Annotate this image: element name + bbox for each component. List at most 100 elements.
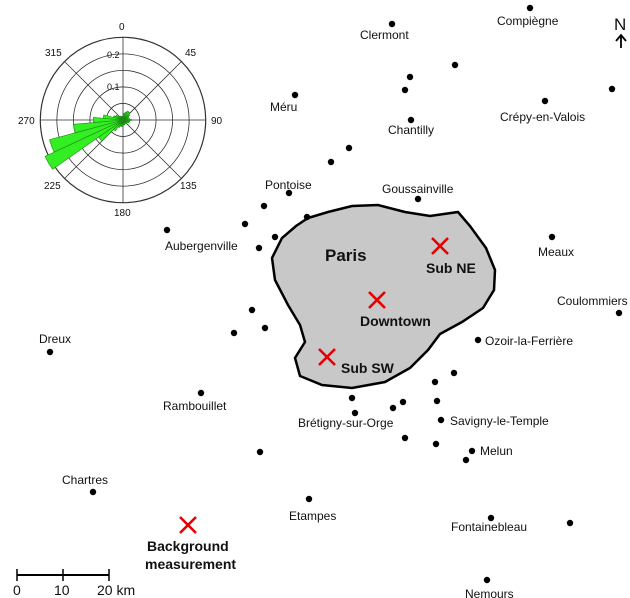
- town-dot-fontainebleau: [487, 514, 495, 522]
- rose-direction-label-225: 225: [44, 181, 61, 192]
- north-arrow-head-icon: [615, 33, 627, 42]
- site-marker-x-icon: [431, 237, 449, 255]
- town-label-dreux: Dreux: [39, 332, 71, 346]
- site-downtown: Downtown: [360, 291, 431, 329]
- north-arrow: N: [614, 15, 627, 48]
- rose-direction-label-0: 0: [119, 22, 125, 33]
- rose-petal: [49, 119, 124, 153]
- locality-dot: [345, 144, 353, 152]
- locality-dot: [450, 369, 458, 377]
- site-marker-x-icon: [179, 516, 197, 534]
- site-label-background-measurement-line-1: Background: [147, 538, 229, 554]
- measurement-sites: Sub NE Downtown Sub SW Background measuremen…: [145, 237, 476, 572]
- rose-direction-label-180: 180: [114, 208, 131, 219]
- rose-ring-label-0-2: 0.2: [107, 50, 120, 60]
- town-label-meru: Méru: [270, 100, 297, 114]
- site-sub-ne: Sub NE: [426, 237, 476, 276]
- site-label-background-measurement-line-2: measurement: [145, 556, 236, 572]
- town-dot-meru: [291, 91, 299, 99]
- locality-dot: [462, 456, 470, 464]
- rose-direction-label-135: 135: [180, 181, 197, 192]
- rose-petal: [121, 116, 124, 121]
- scale-label-0: 0: [13, 582, 21, 598]
- town-label-chartres: Chartres: [62, 473, 108, 487]
- town-dot-crepy-en-valois: [541, 97, 549, 105]
- towns-layer: Clermont Compiègne Méru Crépy-en-Valois Chan…: [39, 4, 628, 598]
- town-dot-dreux: [46, 348, 54, 356]
- site-label-downtown: Downtown: [360, 313, 431, 329]
- town-rambouillet: Rambouillet: [163, 389, 227, 413]
- locality-dot: [248, 306, 256, 314]
- rose-petal: [44, 119, 124, 170]
- site-sub-sw: Sub SW: [318, 348, 395, 376]
- town-label-nemours: Nemours: [465, 587, 514, 598]
- town-goussainville: Goussainville: [382, 182, 454, 203]
- town-chartres: Chartres: [62, 473, 108, 496]
- rose-direction-label-315: 315: [45, 48, 62, 59]
- town-dot-melun: [468, 447, 476, 455]
- unlabeled-localities: [230, 61, 616, 527]
- town-dot-bretigny-sur-orge: [351, 409, 359, 417]
- town-aubergenville: Aubergenville: [163, 226, 238, 253]
- town-label-etampes: Etampes: [289, 509, 336, 523]
- town-compiegne: Compiègne: [497, 4, 559, 28]
- town-label-goussainville: Goussainville: [382, 182, 454, 196]
- wind-rose: 0 45 90 135 180 225 270 315 0.1 0.2: [18, 22, 223, 219]
- town-coulommiers: Coulommiers: [557, 294, 628, 317]
- site-background-measurement: Background measurement: [145, 516, 236, 572]
- town-melun: Melun: [468, 444, 513, 458]
- town-label-aubergenville: Aubergenville: [165, 239, 238, 253]
- locality-dot: [432, 440, 440, 448]
- locality-dot: [451, 61, 459, 69]
- town-clermont: Clermont: [360, 20, 409, 42]
- town-label-coulommiers: Coulommiers: [557, 294, 628, 308]
- town-nemours: Nemours: [465, 576, 514, 598]
- site-label-sub-sw: Sub SW: [341, 360, 395, 376]
- town-label-compiegne: Compiègne: [497, 14, 559, 28]
- town-label-ozoir-la-ferriere: Ozoir-la-Ferrière: [485, 334, 573, 348]
- scale-bar: 0 10 20 km: [13, 569, 135, 598]
- town-dot-chantilly: [407, 116, 415, 124]
- town-label-rambouillet: Rambouillet: [163, 399, 227, 413]
- town-chantilly: Chantilly: [388, 116, 434, 137]
- rose-direction-label-90: 90: [211, 116, 223, 127]
- town-etampes: Etampes: [289, 495, 336, 523]
- town-label-chantilly: Chantilly: [388, 123, 434, 137]
- locality-dot: [399, 398, 407, 406]
- north-label: N: [614, 15, 626, 34]
- locality-dot: [566, 519, 574, 527]
- town-label-meaux: Meaux: [538, 245, 574, 259]
- paris-area: [270, 203, 497, 390]
- town-label-melun: Melun: [480, 444, 513, 458]
- town-dot-clermont: [388, 20, 396, 28]
- town-meru: Méru: [270, 91, 299, 114]
- scale-label-20km: 20 km: [97, 582, 135, 598]
- locality-dot: [271, 233, 279, 241]
- city-label-paris: Paris: [325, 246, 367, 265]
- rose-direction-label-270: 270: [18, 116, 35, 127]
- town-label-pontoise: Pontoise: [265, 178, 312, 192]
- rose-petal: [73, 119, 124, 134]
- locality-dot: [255, 244, 263, 252]
- locality-dot: [261, 324, 269, 332]
- town-meaux: Meaux: [538, 233, 574, 259]
- rose-spoke: [122, 119, 182, 179]
- town-fontainebleau: Fontainebleau: [451, 514, 527, 534]
- locality-dot: [241, 220, 249, 228]
- town-savigny-le-temple: Savigny-le-Temple: [437, 414, 549, 428]
- town-crepy-en-valois: Crépy-en-Valois: [500, 97, 585, 124]
- locality-dot: [406, 73, 414, 81]
- locality-dot: [401, 86, 409, 94]
- wind-rose-direction-labels: 0 45 90 135 180 225 270 315: [18, 22, 223, 219]
- town-dot-aubergenville: [163, 226, 171, 234]
- town-dot-nemours: [483, 576, 491, 584]
- locality-dot: [327, 158, 335, 166]
- town-dot-rambouillet: [197, 389, 205, 397]
- town-dot-ozoir-la-ferriere: [474, 336, 482, 344]
- locality-dot: [256, 448, 264, 456]
- town-label-clermont: Clermont: [360, 28, 409, 42]
- site-marker-x-icon: [368, 291, 386, 309]
- wind-rose-ring-labels: 0.1 0.2: [107, 50, 120, 92]
